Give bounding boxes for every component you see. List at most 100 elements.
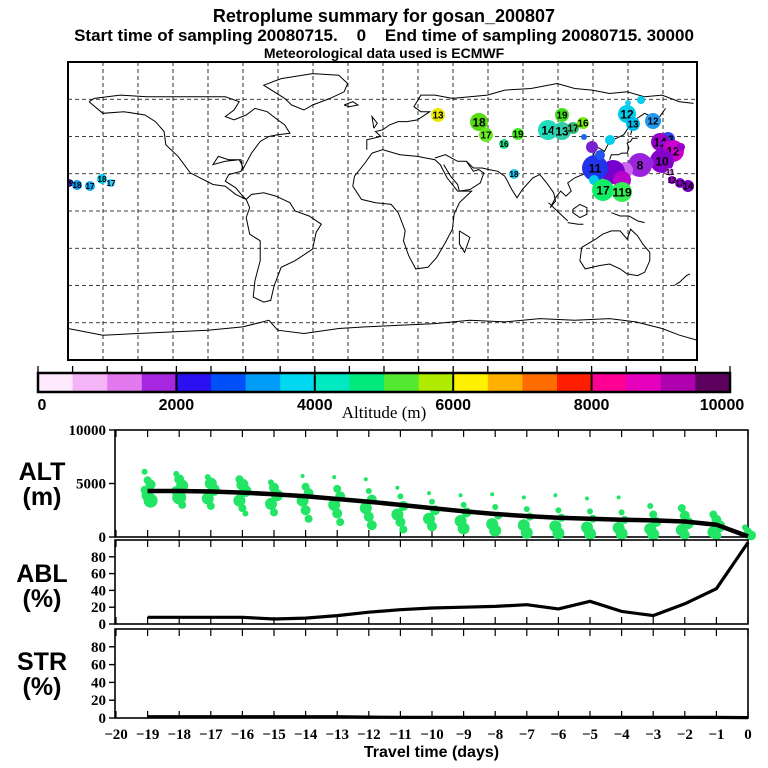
trajectory-point — [479, 128, 493, 142]
x-tick-label: −12 — [357, 727, 381, 743]
x-tick-label: −1 — [708, 727, 724, 743]
colorbar-cell — [38, 373, 74, 392]
alt-scatter-dot — [332, 475, 337, 480]
x-tick-label: −17 — [199, 727, 223, 743]
x-tick-label: −8 — [487, 727, 503, 743]
trajectory-point-label: 14 — [541, 123, 555, 137]
trajectory-point — [595, 150, 605, 160]
coastline — [434, 108, 666, 209]
alt-mean-line — [147, 488, 749, 539]
alt-panel: 0 5000 10000 — [69, 423, 756, 546]
x-tick-label: −11 — [389, 727, 412, 743]
alt-scatter-dot — [300, 474, 305, 479]
str-panel-label: STR (%) — [6, 650, 78, 700]
trajectory-point-label: 17 — [567, 124, 579, 135]
trajectory-point-label: 18 — [472, 115, 486, 129]
trajectory-point — [625, 100, 631, 106]
trajectory-point-label: 13 — [555, 124, 569, 138]
trajectory-point — [637, 96, 645, 104]
x-tick-label: −3 — [645, 727, 661, 743]
coastline — [68, 318, 697, 341]
alt-scatter-dot — [366, 520, 377, 531]
trajectory-point-label: 13 — [676, 179, 685, 188]
abl-ytick-label: 80 — [91, 550, 106, 566]
alt-scatter-dot — [270, 508, 278, 517]
alt-ytick-label: 10000 — [69, 423, 107, 439]
colorbar-cell — [384, 373, 420, 392]
alt-scatter-dot — [242, 510, 249, 517]
colorbar-cell — [487, 373, 523, 392]
map-frame — [67, 61, 698, 361]
alt-scatter-dot — [328, 498, 341, 511]
x-tick-label: −18 — [167, 727, 191, 743]
alt-scatter-dot — [427, 491, 431, 496]
alt-scatter-dot — [233, 494, 246, 507]
trajectory-point — [512, 128, 524, 140]
alt-scatter-dot — [492, 504, 499, 511]
alt-scatter-dot — [201, 492, 214, 505]
trajectory-point — [626, 117, 640, 131]
colorbar-tick-label: 4000 — [297, 397, 333, 414]
alt-scatter-dot — [399, 525, 408, 534]
alt-scatter-dot — [143, 493, 158, 508]
abl-unit: (%) — [22, 585, 62, 613]
trajectory-point — [538, 120, 558, 140]
alt-scatter-dot — [489, 524, 502, 537]
abl-panel-label: ABL (%) — [6, 562, 78, 612]
coastline — [371, 114, 378, 129]
trajectory-point-label: 11 — [666, 168, 675, 177]
alt-scatter-dot — [178, 500, 187, 509]
str-ytick-label: 80 — [91, 640, 106, 656]
x-tick-label: −4 — [614, 727, 631, 743]
colorbar-cell — [280, 373, 316, 392]
alt-scatter-dot — [649, 510, 658, 519]
alt-scatter-dot — [585, 496, 589, 501]
trajectory-point — [582, 155, 608, 181]
abl-label: ABL — [16, 560, 68, 588]
trajectory-point — [577, 117, 589, 129]
alt-scatter-dot — [520, 526, 533, 539]
trajectory-point — [85, 181, 95, 191]
coastline — [567, 222, 584, 225]
coastline — [366, 82, 694, 150]
colorbar-cell — [245, 373, 281, 392]
colorbar-tick-label: 10000 — [700, 397, 745, 414]
colorbar-cell — [418, 373, 454, 392]
trajectory-point — [567, 122, 579, 134]
str-ytick-label: 20 — [91, 693, 106, 709]
colorbar-cell — [695, 373, 731, 392]
sampling-time-line: Start time of sampling 20080715. 0 End t… — [74, 26, 694, 45]
str-ytick-label: 60 — [91, 658, 106, 674]
coastline — [611, 212, 645, 224]
colorbar-cell — [591, 373, 627, 392]
trajectory-point-label: 10 — [655, 154, 669, 168]
alt-scatter-dot — [460, 501, 467, 508]
alt-scatter-dot — [300, 505, 311, 516]
str-unit: (%) — [22, 673, 62, 701]
trajectory-point-label: 18 — [510, 170, 519, 179]
alt-scatter-dot — [584, 527, 596, 540]
alt-scatter-dot — [427, 521, 437, 532]
trajectory-point — [509, 169, 519, 179]
alt-scatter-dot — [458, 493, 463, 498]
trajectory-point — [677, 143, 685, 151]
alt-scatter-dot — [679, 529, 690, 540]
alt-scatter-dot — [746, 530, 756, 541]
alt-scatter-dot — [145, 479, 156, 490]
alt-unit: (m) — [22, 483, 62, 511]
alt-scatter-dot — [363, 477, 368, 482]
trajectory-point-label: 11 — [589, 161, 602, 175]
trajectory-point — [68, 179, 73, 187]
coastline — [572, 203, 588, 219]
colorbar-cell — [211, 373, 247, 392]
x-tick-label: −6 — [550, 727, 567, 743]
alt-scatter-dot — [365, 487, 372, 494]
alt-scatter-dot — [265, 497, 277, 510]
trajectory-point — [605, 135, 615, 145]
alt-scatter-dot — [677, 504, 686, 513]
trajectory-point-label: 119 — [612, 185, 632, 199]
x-tick-label: −14 — [294, 727, 318, 743]
trajectory-point-label: 19 — [65, 179, 74, 188]
alt-scatter-dot — [141, 468, 148, 475]
